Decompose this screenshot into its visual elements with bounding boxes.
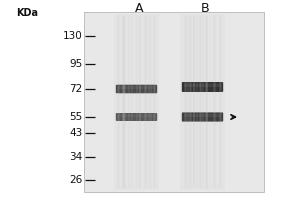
FancyBboxPatch shape — [118, 114, 155, 117]
Text: 55: 55 — [69, 112, 82, 122]
FancyBboxPatch shape — [180, 14, 225, 190]
Text: B: B — [201, 2, 210, 16]
FancyBboxPatch shape — [116, 85, 157, 93]
FancyBboxPatch shape — [116, 113, 157, 121]
FancyBboxPatch shape — [184, 84, 221, 87]
FancyBboxPatch shape — [114, 14, 159, 190]
Text: 95: 95 — [69, 59, 82, 69]
Text: KDa: KDa — [16, 8, 38, 18]
Text: 130: 130 — [63, 31, 82, 41]
FancyBboxPatch shape — [182, 82, 223, 92]
Text: A: A — [135, 2, 144, 16]
FancyBboxPatch shape — [182, 112, 223, 122]
Text: 43: 43 — [69, 128, 82, 138]
Text: 26: 26 — [69, 175, 82, 185]
Text: 34: 34 — [69, 152, 82, 162]
FancyBboxPatch shape — [184, 114, 221, 117]
Text: 72: 72 — [69, 84, 82, 94]
FancyBboxPatch shape — [118, 86, 155, 89]
FancyBboxPatch shape — [84, 12, 264, 192]
